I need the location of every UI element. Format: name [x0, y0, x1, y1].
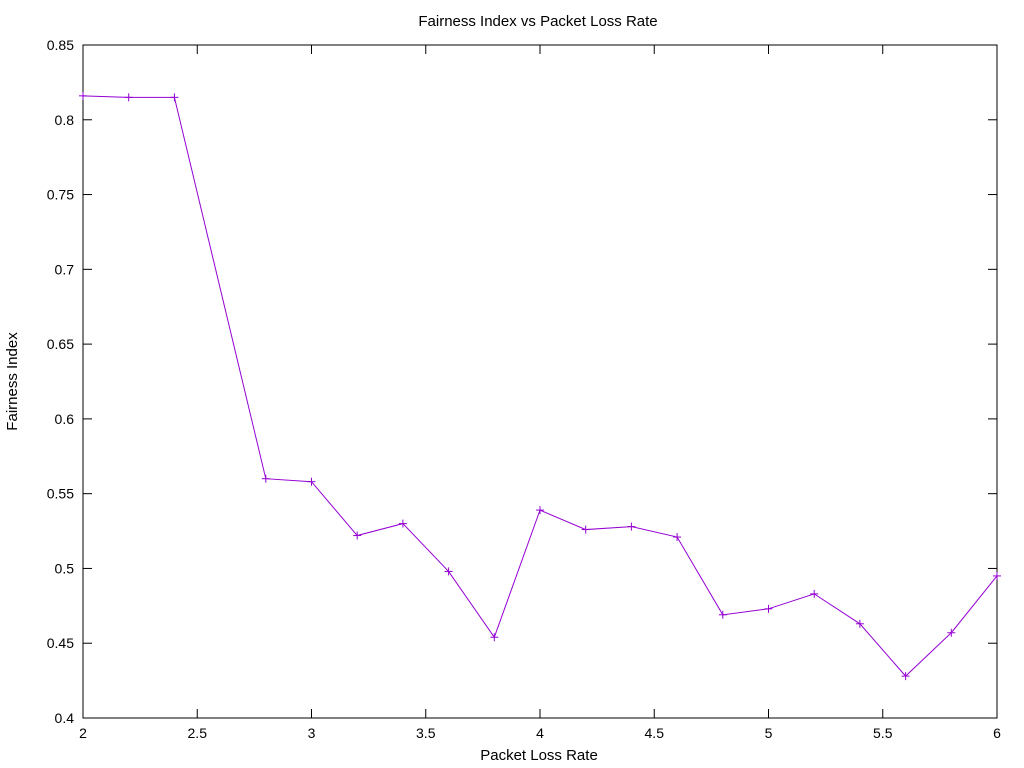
- data-point-marker: [810, 589, 819, 598]
- data-point-marker: [124, 93, 133, 102]
- data-point-marker: [307, 477, 316, 486]
- data-point-marker: [398, 519, 407, 528]
- plot-border: [82, 44, 998, 719]
- x-tick-label: 5.5: [873, 725, 893, 741]
- series-line: [82, 95, 998, 677]
- y-tick-label: 0.55: [47, 486, 74, 502]
- y-tick-label: 0.75: [47, 187, 74, 203]
- y-tick-label: 0.45: [47, 635, 74, 651]
- x-tick-label: 5: [765, 725, 773, 741]
- x-tick-label: 6: [993, 725, 1001, 741]
- chart-title: Fairness Index vs Packet Loss Rate: [418, 13, 657, 30]
- plot-frame: [82, 44, 998, 719]
- y-tick-label: 0.5: [55, 560, 75, 576]
- y-tick-label: 0.8: [55, 112, 75, 128]
- y-tick-label: 0.65: [47, 336, 74, 352]
- data-point-marker: [993, 571, 1001, 580]
- x-tick-label: 3: [308, 725, 316, 741]
- data-point-marker: [627, 522, 636, 531]
- y-tick-label: 0.4: [55, 710, 75, 726]
- x-tick-label: 2: [79, 725, 87, 741]
- series-layer: [79, 91, 1001, 681]
- y-tick-label: 0.6: [55, 411, 75, 427]
- x-axis: 2 2.5 3 3.5 4 4.5 5 5.5 6: [79, 45, 1001, 741]
- y-axis-title: Fairness Index: [4, 332, 21, 431]
- x-tick-label: 2.5: [188, 725, 208, 741]
- data-point-marker: [673, 533, 682, 542]
- data-point-marker: [947, 628, 956, 637]
- data-point-marker: [79, 91, 87, 100]
- x-tick-label: 4: [536, 725, 544, 741]
- data-point-marker: [170, 93, 179, 102]
- data-point-marker: [718, 610, 727, 619]
- data-point-marker: [764, 604, 773, 613]
- y-axis: 0.4 0.45 0.5 0.55 0.6 0.65 0.7 0.75 0.8 0.85: [47, 37, 997, 726]
- x-tick-label: 3.5: [416, 725, 436, 741]
- data-point-marker: [855, 619, 864, 628]
- x-tick-label: 4.5: [645, 725, 665, 741]
- data-point-marker: [353, 531, 362, 540]
- data-point-marker: [444, 567, 453, 576]
- y-tick-label: 0.85: [47, 37, 74, 53]
- data-point-marker: [581, 525, 590, 534]
- data-point-marker: [901, 672, 910, 681]
- y-tick-label: 0.7: [55, 261, 75, 277]
- x-axis-title: Packet Loss Rate: [480, 747, 598, 764]
- data-point-marker: [536, 506, 544, 515]
- data-point-marker: [261, 474, 270, 483]
- data-point-marker: [490, 633, 499, 642]
